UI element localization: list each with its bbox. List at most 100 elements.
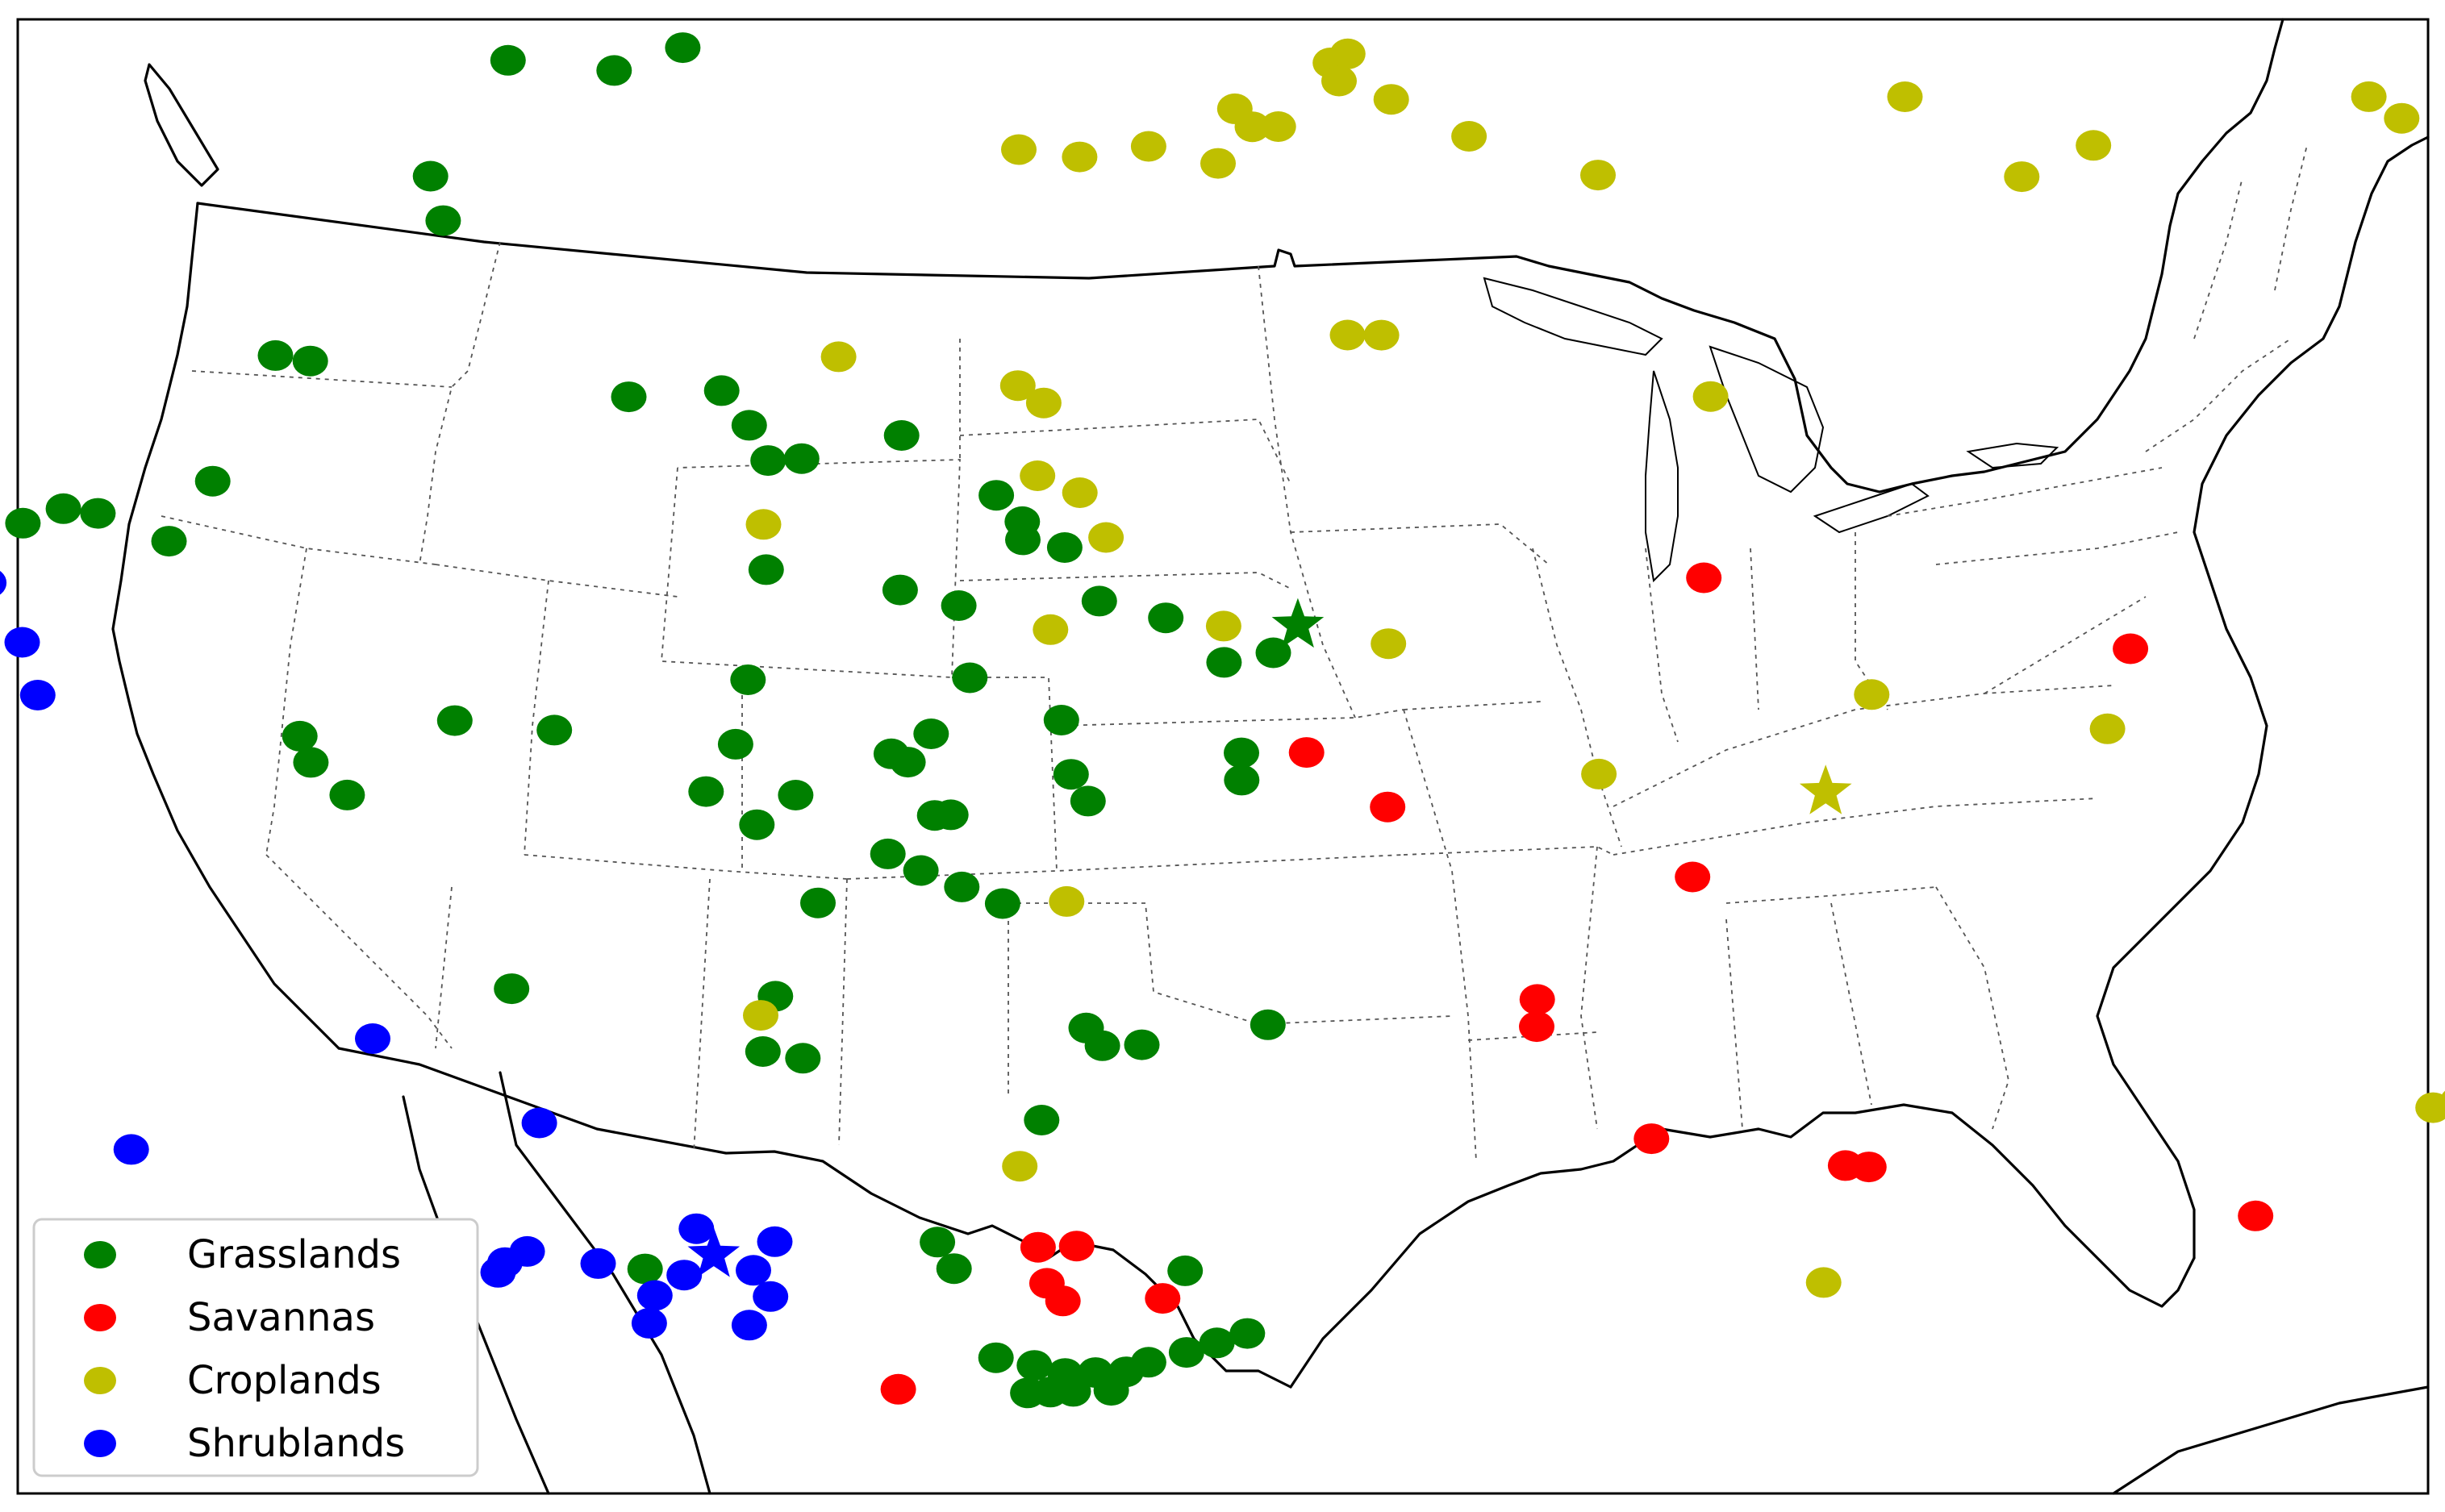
shrublands-highlighted-site-star bbox=[687, 1227, 741, 1277]
savannas-site-marker bbox=[1519, 984, 1555, 1015]
croplands-site-marker bbox=[1260, 111, 1296, 142]
grasslands-site-marker bbox=[45, 493, 81, 524]
croplands-site-marker bbox=[1854, 679, 1890, 710]
state-boundaries bbox=[161, 144, 2308, 1162]
grasslands-site-marker bbox=[490, 44, 526, 76]
lake-michigan bbox=[1645, 370, 1679, 583]
croplands-site-marker bbox=[1321, 65, 1357, 97]
grasslands-site-marker bbox=[745, 1036, 781, 1067]
shrublands-site-marker bbox=[753, 1281, 789, 1312]
croplands-site-marker bbox=[1234, 111, 1270, 143]
croplands-site-marker bbox=[1329, 38, 1366, 69]
grasslands-site-marker bbox=[5, 507, 41, 539]
shrublands-site-marker bbox=[736, 1255, 771, 1286]
grasslands-site-marker bbox=[1093, 1375, 1129, 1406]
croplands-site-marker bbox=[1033, 614, 1069, 645]
croplands-site-marker bbox=[1805, 1267, 1842, 1298]
grasslands-site-marker bbox=[933, 799, 969, 831]
croplands-site-marker bbox=[743, 1000, 778, 1031]
lake-huron bbox=[1709, 345, 1825, 494]
grasslands-site-marker bbox=[536, 714, 573, 746]
caribbean-coast bbox=[2112, 1385, 2430, 1495]
savannas-site-marker bbox=[1850, 1152, 1887, 1183]
savannas-site-marker bbox=[1145, 1283, 1181, 1314]
grasslands-site-marker bbox=[800, 887, 836, 918]
grasslands-site-marker bbox=[1206, 647, 1242, 678]
grasslands-site-marker bbox=[778, 780, 814, 810]
canada-border bbox=[196, 18, 2284, 494]
shrublands-site-marker bbox=[113, 1134, 149, 1165]
savannas-site-marker bbox=[2113, 633, 2149, 664]
croplands-site-marker bbox=[820, 341, 857, 373]
grasslands-site-marker bbox=[1167, 1255, 1204, 1286]
savannas-site-marker bbox=[1633, 1123, 1670, 1155]
savannas-site-marker bbox=[1370, 791, 1406, 823]
grasslands-site-marker bbox=[978, 480, 1015, 511]
savannas-site-marker bbox=[1058, 1231, 1095, 1262]
grasslands-site-marker bbox=[596, 55, 632, 86]
grasslands-site-marker bbox=[717, 728, 753, 760]
legend-item-savannas: Savannas bbox=[84, 1295, 375, 1340]
croplands-site-marker bbox=[1020, 460, 1056, 491]
atlantic-coast bbox=[2096, 135, 2430, 1260]
grasslands-site-marker bbox=[257, 339, 294, 371]
savannas-site-marker bbox=[1045, 1285, 1081, 1317]
legend-item-croplands: Croplands bbox=[84, 1358, 382, 1403]
croplands-site-marker bbox=[1581, 758, 1617, 789]
croplands-site-marker bbox=[1887, 81, 1923, 112]
croplands-site-marker bbox=[2384, 102, 2420, 134]
legend-item-shrublands: Shrublands bbox=[84, 1421, 405, 1466]
grasslands-site-marker bbox=[1070, 785, 1106, 817]
grasslands-site-marker bbox=[952, 662, 988, 694]
croplands-site-marker bbox=[2004, 161, 2040, 193]
grasslands-site-marker bbox=[194, 465, 231, 497]
grasslands-site-marker bbox=[703, 375, 740, 406]
grasslands-site-marker bbox=[425, 205, 461, 236]
vancouver-island bbox=[144, 63, 219, 187]
croplands-site-marker bbox=[1025, 387, 1062, 419]
croplands-site-marker bbox=[1200, 148, 1236, 179]
croplands-site-marker bbox=[745, 509, 782, 540]
grasslands-site-marker bbox=[978, 1342, 1014, 1373]
grasslands-site-marker bbox=[293, 747, 329, 778]
savannas-site-marker bbox=[1675, 861, 1711, 893]
lake-erie bbox=[1813, 482, 1930, 534]
grasslands-site-marker bbox=[1224, 737, 1259, 768]
grasslands-site-marker bbox=[748, 554, 784, 585]
grasslands-site-marker bbox=[1124, 1029, 1160, 1060]
shrublands-site-marker bbox=[19, 680, 56, 710]
shrublands-site-marker bbox=[4, 627, 40, 658]
croplands-site-marker bbox=[1049, 885, 1085, 917]
legend-marker-grasslands bbox=[84, 1241, 116, 1268]
croplands-site-marker bbox=[1088, 522, 1124, 553]
lake-ontario bbox=[1966, 442, 2059, 469]
shrublands-site-marker bbox=[731, 1310, 767, 1341]
pacific-coast bbox=[111, 202, 340, 1050]
grasslands-site-marker bbox=[1024, 1105, 1060, 1135]
shrublands-site-marker bbox=[355, 1023, 390, 1054]
savannas-site-marker bbox=[1288, 737, 1325, 768]
legend-label-croplands: Croplands bbox=[187, 1358, 382, 1403]
grasslands-site-marker bbox=[151, 526, 187, 557]
grasslands-site-marker bbox=[870, 838, 906, 869]
croplands-site-marker bbox=[1002, 1151, 1038, 1182]
legend-box bbox=[32, 1218, 479, 1477]
croplands-site-marker bbox=[1329, 319, 1366, 351]
grasslands-site-marker bbox=[1130, 1347, 1166, 1378]
croplands-site-marker bbox=[1205, 610, 1241, 642]
legend-label-savannas: Savannas bbox=[187, 1295, 375, 1340]
grasslands-site-marker bbox=[731, 410, 767, 441]
grasslands-site-marker bbox=[329, 779, 365, 810]
mexico-mainland bbox=[499, 1071, 711, 1495]
croplands-site-marker bbox=[1062, 477, 1098, 508]
croplands-site-marker bbox=[999, 370, 1036, 402]
legend-label-grasslands: Grasslands bbox=[187, 1232, 401, 1277]
shrublands-site-marker bbox=[487, 1247, 523, 1278]
croplands-site-marker bbox=[1062, 141, 1098, 173]
grasslands-site-marker bbox=[920, 1227, 956, 1258]
grasslands-site-marker bbox=[890, 747, 926, 778]
legend-marker-shrublands bbox=[84, 1430, 116, 1457]
savannas-site-marker bbox=[1519, 1011, 1554, 1043]
gulf-coast bbox=[1289, 1103, 2196, 1389]
grasslands-site-marker bbox=[1053, 759, 1089, 790]
